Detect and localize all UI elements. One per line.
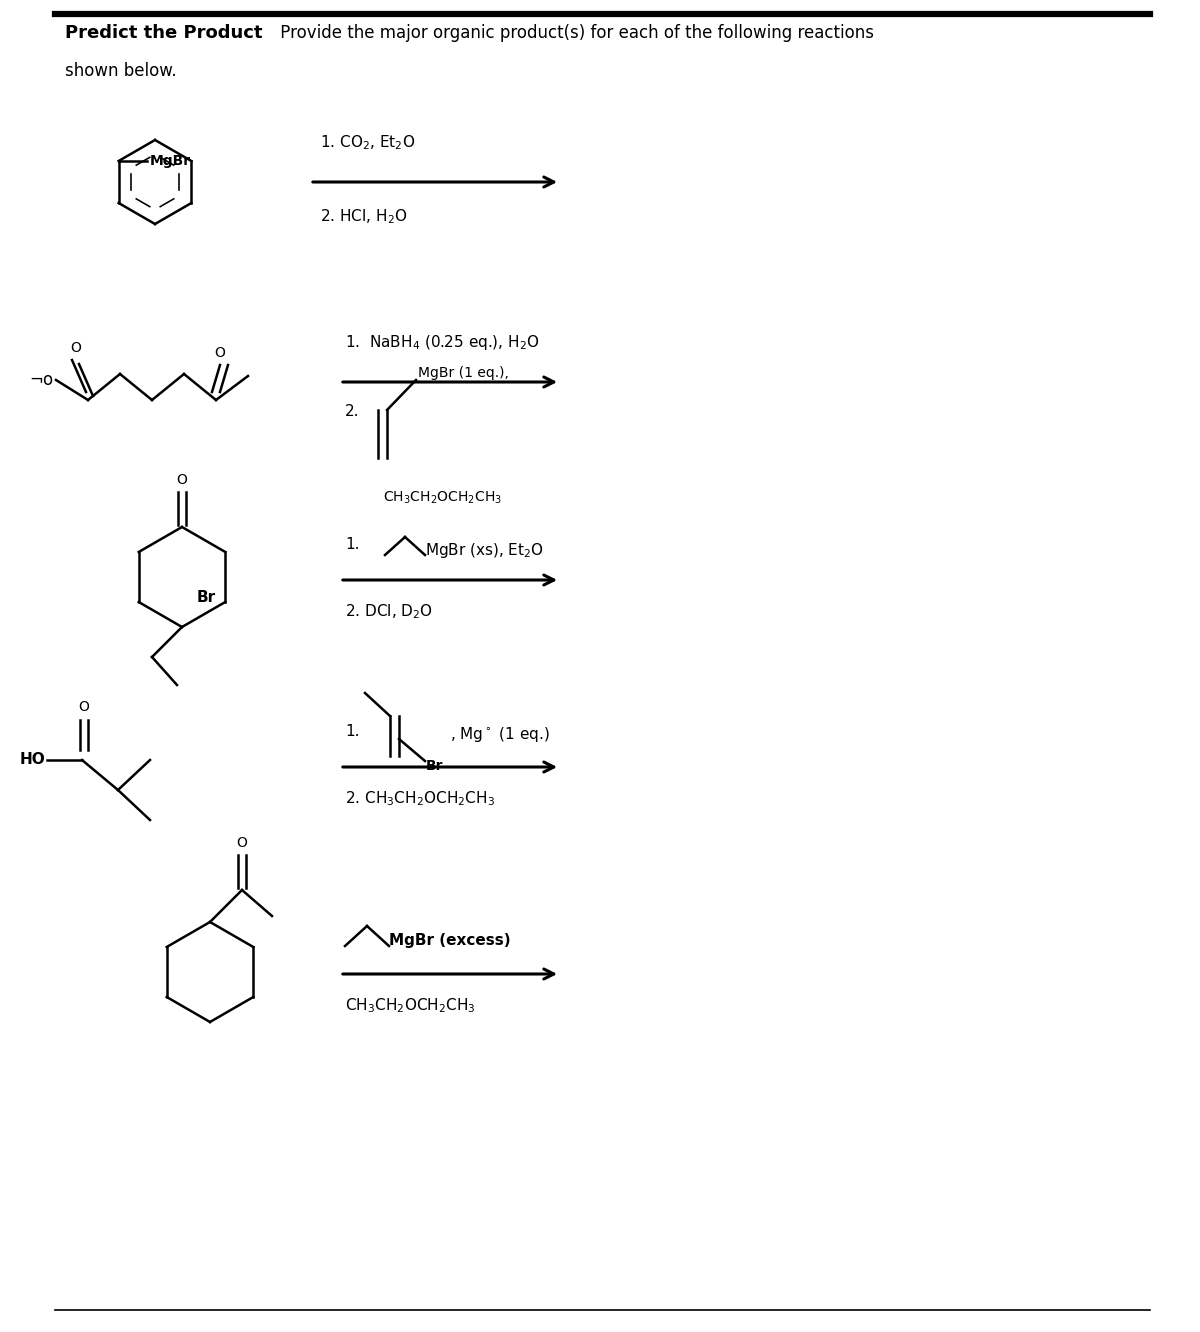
Text: O: O	[215, 346, 226, 360]
Text: 2. CH$_3$CH$_2$OCH$_2$CH$_3$: 2. CH$_3$CH$_2$OCH$_2$CH$_3$	[346, 789, 496, 807]
Text: MgBr (xs), Et$_2$O: MgBr (xs), Et$_2$O	[425, 542, 544, 561]
Text: O: O	[176, 473, 187, 488]
Text: CH$_3$CH$_2$OCH$_2$CH$_3$: CH$_3$CH$_2$OCH$_2$CH$_3$	[346, 996, 475, 1015]
Text: O: O	[78, 701, 90, 714]
Text: , Mg$^\circ$ (1 eq.): , Mg$^\circ$ (1 eq.)	[450, 726, 550, 745]
Text: shown below.: shown below.	[65, 63, 176, 80]
Text: O: O	[236, 836, 247, 850]
Text: $\neg$o: $\neg$o	[30, 372, 54, 389]
Text: Provide the major organic product(s) for each of the following reactions: Provide the major organic product(s) for…	[275, 24, 874, 43]
Text: 2. HCl, H$_2$O: 2. HCl, H$_2$O	[320, 206, 408, 225]
Text: MgBr (excess): MgBr (excess)	[389, 932, 511, 947]
Text: 1.: 1.	[346, 537, 360, 551]
Text: CH$_3$CH$_2$OCH$_2$CH$_3$: CH$_3$CH$_2$OCH$_2$CH$_3$	[383, 490, 502, 506]
Text: O: O	[71, 341, 82, 356]
Text: 1.: 1.	[346, 725, 360, 739]
Text: 1.  NaBH$_4$ (0.25 eq.), H$_2$O: 1. NaBH$_4$ (0.25 eq.), H$_2$O	[346, 333, 540, 352]
Text: MgBr: MgBr	[150, 155, 191, 168]
Text: Predict the Product: Predict the Product	[65, 24, 263, 43]
Text: 2. DCl, D$_2$O: 2. DCl, D$_2$O	[346, 602, 433, 621]
Text: Br: Br	[426, 759, 444, 773]
Text: MgBr (1 eq.),: MgBr (1 eq.),	[418, 366, 509, 380]
Text: 1. CO$_2$, Et$_2$O: 1. CO$_2$, Et$_2$O	[320, 133, 415, 152]
Text: HO: HO	[19, 753, 46, 767]
Text: 2.: 2.	[346, 404, 360, 420]
Text: Br: Br	[196, 590, 215, 606]
